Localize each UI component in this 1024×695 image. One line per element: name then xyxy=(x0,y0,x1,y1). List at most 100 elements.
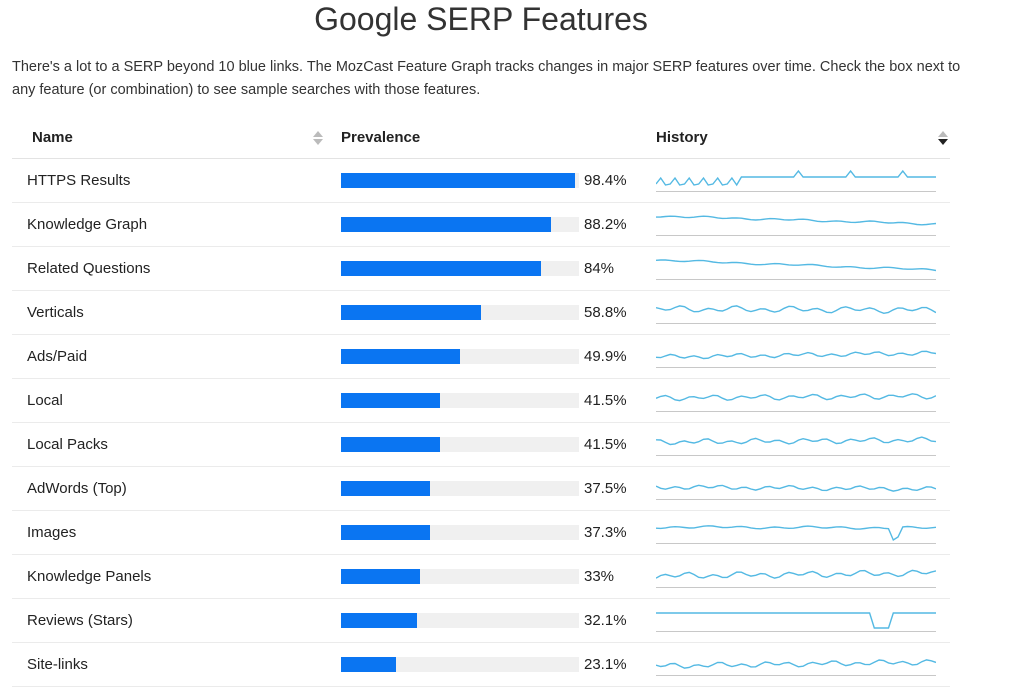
prevalence-bar xyxy=(341,348,460,364)
table-row[interactable]: Ads/Paid 49.9% xyxy=(12,334,950,378)
history-cell xyxy=(644,510,950,554)
prevalence-bar xyxy=(341,304,481,320)
prevalence-bar xyxy=(341,480,431,496)
sort-prevalence-icon[interactable] xyxy=(938,130,948,146)
table-row[interactable]: Related Questions 84% xyxy=(12,246,950,290)
feature-name-label: Verticals xyxy=(27,303,84,321)
prevalence-bar xyxy=(341,656,396,672)
prevalence-cell: 84% xyxy=(325,246,644,290)
prevalence-value: 58.8% xyxy=(584,303,627,321)
table-row[interactable]: Local Packs 41.5% xyxy=(12,422,950,466)
prevalence-cell: 33% xyxy=(325,554,644,598)
feature-name: Reviews (Stars) xyxy=(12,598,325,642)
prevalence-cell: 41.5% xyxy=(325,422,644,466)
prevalence-value: 41.5% xyxy=(584,435,627,453)
prevalence-cell: 41.5% xyxy=(325,378,644,422)
prevalence-bar-track xyxy=(341,436,579,452)
feature-name-label: Local Packs xyxy=(27,435,108,453)
prevalence-bar-track xyxy=(341,348,579,364)
prevalence-cell: 98.4% xyxy=(325,158,644,202)
prevalence-bar-track xyxy=(341,172,579,188)
feature-name: Related Questions xyxy=(12,246,325,290)
prevalence-value: 84% xyxy=(584,259,615,277)
intro-text: There's a lot to a SERP beyond 10 blue l… xyxy=(12,59,961,98)
history-cell xyxy=(644,598,950,642)
prevalence-bar xyxy=(341,436,440,452)
table-row[interactable]: Images 37.3% xyxy=(12,510,950,554)
page-title: Google SERP Features xyxy=(314,1,648,37)
sort-name-icon[interactable] xyxy=(313,130,323,146)
history-cell xyxy=(644,246,950,290)
history-header-label: History xyxy=(656,129,708,147)
sparkline-path xyxy=(656,259,936,272)
feature-name-label: Images xyxy=(27,523,77,541)
feature-name: Ads/Paid xyxy=(12,334,325,378)
feature-name: Site-links xyxy=(12,642,325,686)
feature-name: Knowledge Panels xyxy=(12,554,325,598)
prevalence-cell: 58.8% xyxy=(325,290,644,334)
table-row[interactable]: Verticals 58.8% xyxy=(12,290,950,334)
table-header-row: Name Prevalence History xyxy=(12,118,950,158)
prevalence-value: 41.5% xyxy=(584,391,627,409)
history-cell xyxy=(644,422,950,466)
prevalence-value: 49.9% xyxy=(584,347,627,365)
history-cell xyxy=(644,158,950,202)
prevalence-bar xyxy=(341,524,430,540)
history-sparkline xyxy=(656,484,936,500)
prevalence-value: 33% xyxy=(584,567,615,585)
name-column-header[interactable]: Name xyxy=(12,118,325,158)
prevalence-cell: 37.5% xyxy=(325,466,644,510)
feature-name: Local Packs xyxy=(12,422,325,466)
prevalence-bar xyxy=(341,260,541,276)
table-row[interactable]: HTTPS Results 98.4% xyxy=(12,158,950,202)
prevalence-bar-track xyxy=(341,392,579,408)
history-sparkline xyxy=(656,259,936,280)
sparkline-path xyxy=(656,393,936,402)
feature-name-label: HTTPS Results xyxy=(27,171,131,189)
prevalence-bar xyxy=(341,568,420,584)
prevalence-header-label: Prevalence xyxy=(341,129,421,147)
feature-name-label: Knowledge Panels xyxy=(27,567,152,585)
feature-name-label: Related Questions xyxy=(27,259,151,277)
history-cell xyxy=(644,466,950,510)
table-row[interactable]: Reviews (Stars) 32.1% xyxy=(12,598,950,642)
prevalence-cell: 88.2% xyxy=(325,202,644,246)
sparkline-path xyxy=(656,569,936,579)
prevalence-value: 37.5% xyxy=(584,479,627,497)
history-sparkline xyxy=(656,436,936,456)
table-row[interactable]: Knowledge Panels 33% xyxy=(12,554,950,598)
feature-name: Local xyxy=(12,378,325,422)
sparkline-path xyxy=(656,215,936,226)
table-row[interactable]: Local 41.5% xyxy=(12,378,950,422)
sparkline-path xyxy=(656,169,936,187)
feature-name: HTTPS Results xyxy=(12,158,325,202)
table-row[interactable]: Site-links 23.1% xyxy=(12,642,950,686)
prevalence-cell: 32.1% xyxy=(325,598,644,642)
prevalence-cell: 49.9% xyxy=(325,334,644,378)
table-row[interactable]: Knowledge Graph 88.2% xyxy=(12,202,950,246)
history-sparkline xyxy=(656,305,936,324)
prevalence-cell: 37.3% xyxy=(325,510,644,554)
prevalence-value: 98.4% xyxy=(584,171,627,189)
sparkline-path xyxy=(656,612,936,629)
prevalence-bar xyxy=(341,172,576,188)
feature-name-label: Local xyxy=(27,391,63,409)
history-sparkline xyxy=(656,569,936,588)
history-column-header: History xyxy=(644,118,950,158)
history-cell xyxy=(644,202,950,246)
feature-name: Images xyxy=(12,510,325,554)
prevalence-bar xyxy=(341,392,440,408)
feature-name-label: Reviews (Stars) xyxy=(27,611,133,629)
sparkline-path xyxy=(656,659,936,669)
history-cell xyxy=(644,642,950,686)
table-row[interactable]: AdWords (Top) 37.5% xyxy=(12,466,950,510)
prevalence-value: 32.1% xyxy=(584,611,627,629)
history-sparkline xyxy=(656,350,936,368)
prevalence-column-header[interactable]: Prevalence xyxy=(325,118,948,158)
prevalence-bar-track xyxy=(341,480,579,496)
feature-name-label: AdWords (Top) xyxy=(27,479,127,497)
prevalence-value: 23.1% xyxy=(584,655,627,673)
prevalence-bar xyxy=(341,216,551,232)
history-cell xyxy=(644,378,950,422)
